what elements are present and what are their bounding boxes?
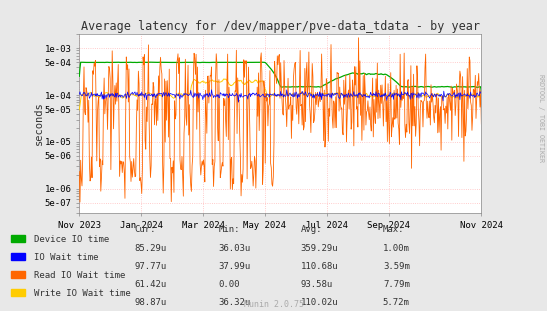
Text: Cur:: Cur: <box>134 225 155 234</box>
Text: 93.58u: 93.58u <box>301 280 333 289</box>
Text: 97.77u: 97.77u <box>134 262 166 271</box>
Title: Average latency for /dev/mapper/pve-data_tdata - by year: Average latency for /dev/mapper/pve-data… <box>81 20 480 33</box>
Text: 61.42u: 61.42u <box>134 280 166 289</box>
Text: 110.02u: 110.02u <box>301 298 339 307</box>
Text: 37.99u: 37.99u <box>219 262 251 271</box>
Text: Min:: Min: <box>219 225 240 234</box>
Text: 36.32u: 36.32u <box>219 298 251 307</box>
Text: IO Wait time: IO Wait time <box>34 253 98 262</box>
Text: RRDTOOL / TOBI OETIKER: RRDTOOL / TOBI OETIKER <box>538 74 544 162</box>
Text: Max:: Max: <box>383 225 404 234</box>
Text: Read IO Wait time: Read IO Wait time <box>34 272 125 280</box>
Text: 3.59m: 3.59m <box>383 262 410 271</box>
Text: Write IO Wait time: Write IO Wait time <box>34 290 131 298</box>
Text: 98.87u: 98.87u <box>134 298 166 307</box>
Text: Device IO time: Device IO time <box>34 235 109 244</box>
Text: 110.68u: 110.68u <box>301 262 339 271</box>
Y-axis label: seconds: seconds <box>33 102 43 146</box>
Text: Avg:: Avg: <box>301 225 322 234</box>
Text: 5.72m: 5.72m <box>383 298 410 307</box>
Text: 359.29u: 359.29u <box>301 244 339 253</box>
Text: 7.79m: 7.79m <box>383 280 410 289</box>
Text: 0.00: 0.00 <box>219 280 240 289</box>
Text: Munin 2.0.75: Munin 2.0.75 <box>243 300 304 309</box>
Text: 85.29u: 85.29u <box>134 244 166 253</box>
Text: 36.03u: 36.03u <box>219 244 251 253</box>
Text: 1.00m: 1.00m <box>383 244 410 253</box>
